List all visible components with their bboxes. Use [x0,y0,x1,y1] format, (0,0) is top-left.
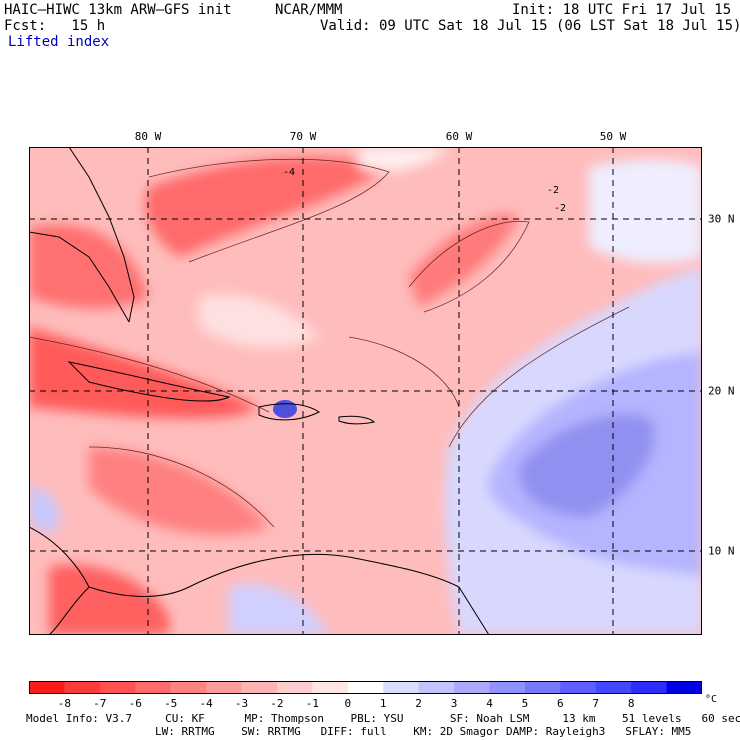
contour-lines [29,158,630,528]
colorbar-tick-label: 5 [521,697,529,710]
map-frame [29,147,702,635]
lat-label-20n: 20 N [708,384,735,398]
init-time: Init: 18 UTC Fri 17 Jul 15 [512,2,732,18]
colorbar-cell [64,681,101,694]
colorbar-tick-label: -1 [305,697,320,710]
colorbar-cell [524,681,561,694]
valid-time: Valid: 09 UTC Sat 18 Jul 15 (06 LST Sat … [320,18,740,34]
lat-label-10n: 10 N [708,544,735,558]
colorbar-cell [560,681,597,694]
coastlines [29,147,490,635]
model-title: HAIC–HIWC 13km ARW–GFS init [4,2,232,18]
lifted-index-map: -4 -2 -2 [29,147,702,635]
contour-label-a: -4 [283,167,295,178]
colorbar-cell [170,681,207,694]
colorbar-cell [666,681,702,694]
colorbar-cell [276,681,313,694]
colorbar-cell [489,681,526,694]
colorbar-tick-label: -6 [128,697,142,710]
hispaniola-outline [258,403,320,421]
colorbar-unit: °C [705,694,718,705]
footer-line-2: LW: RRTMG SW: RRTMG DIFF: full KM: 2D Sm… [155,725,692,738]
colorbar-tick-label: 4 [486,697,493,710]
lon-label-70w: 70 W [289,130,317,143]
florida-coast [68,147,135,323]
colorbar-tick-label: -7 [93,697,107,710]
colorbar-tick-label: 8 [627,697,635,710]
contour-label-b: -2 [547,185,559,196]
colorbar-tick-label: -4 [199,697,213,710]
field-name: Lifted index [8,34,110,50]
colorbar-tick-label: -2 [270,697,284,710]
colorbar-tick-label: 3 [450,697,458,710]
forecast-hour: Fcst: 15 h [4,18,106,34]
lat-label-30n: 30 N [708,212,735,226]
graticule [29,147,702,635]
colorbar-tick-label: 2 [415,697,422,710]
colorbar-cell [418,681,455,694]
colorbar-tick-label: 7 [592,697,599,710]
colorbar-tick-label: -8 [57,697,72,710]
org-label: NCAR/MMM [275,2,343,18]
colorbar [29,681,702,694]
colorbar-tick-label: 6 [556,697,564,710]
colorbar-cell [631,681,668,694]
colorbar-cell [135,681,172,694]
colorbar-cell [206,681,243,694]
lon-label-80w: 80 W [134,130,162,143]
colorbar-cell [347,681,384,694]
colorbar-cell [312,681,349,694]
colorbar-tick-label: 0 [344,697,352,710]
colorbar-tick-label: -5 [164,697,178,710]
colorbar-cell [29,681,65,694]
contour-label-c: -2 [554,203,566,214]
colorbar-tick-label: -3 [234,697,249,710]
blue-cell [273,400,297,418]
lon-label-60w: 60 W [445,130,473,143]
cuba-outline [67,361,231,402]
colorbar-cell [383,681,420,694]
colorbar-cell [99,681,136,694]
field-shading [29,147,702,635]
colorbar-tick-label: 1 [379,697,387,710]
colorbar-cell [454,681,490,694]
colorbar-cell [595,681,632,694]
footer-line-1: Model Info: V3.7 CU: KF MP: Thompson PBL… [26,712,740,725]
colorbar-cell [241,681,278,694]
lon-label-50w: 50 W [599,130,627,143]
